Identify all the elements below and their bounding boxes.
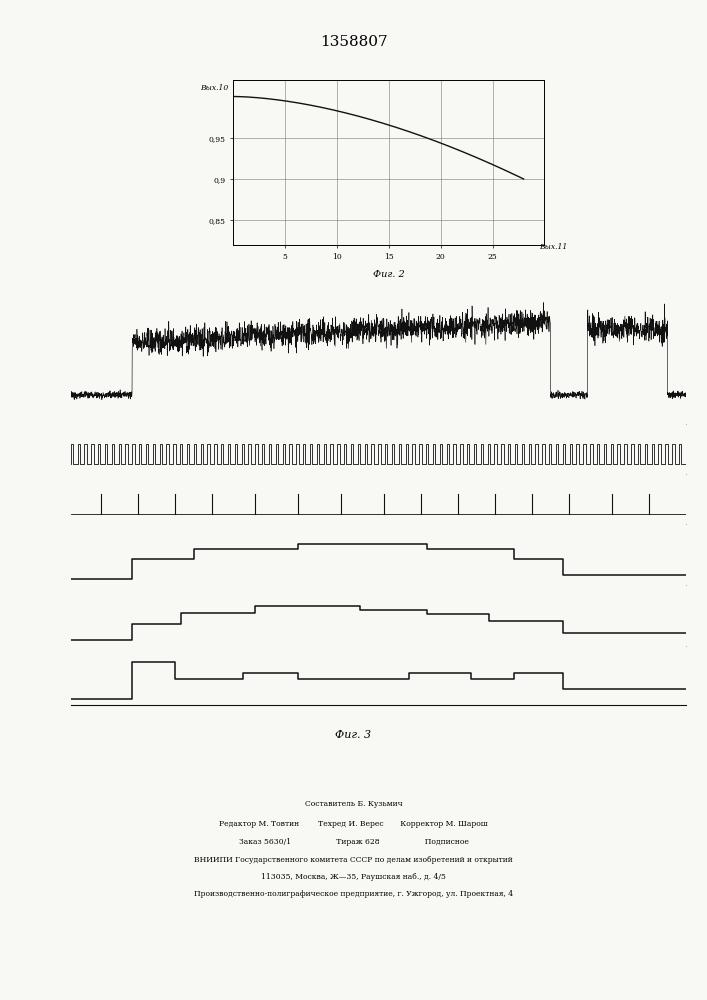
Text: Вых.10: Вых.10 (200, 84, 228, 92)
Text: Вых.11: Вых.11 (539, 243, 568, 251)
Text: Производственно-полиграфическое предприятие, г. Ужгород, ул. Проектная, 4: Производственно-полиграфическое предприя… (194, 890, 513, 898)
Text: Фиг. 3: Фиг. 3 (335, 730, 372, 740)
Text: 113035, Москва, Ж—35, Раушская наб., д. 4/5: 113035, Москва, Ж—35, Раушская наб., д. … (261, 873, 446, 881)
Text: Составитель Б. Кузьмич: Составитель Б. Кузьмич (305, 800, 402, 808)
Text: Фиг. 2: Фиг. 2 (373, 270, 404, 279)
Text: ВНИИПИ Государственного комитета СССР по делам изобретений и открытий: ВНИИПИ Государственного комитета СССР по… (194, 856, 513, 864)
Text: 1358807: 1358807 (320, 35, 387, 49)
Text: Редактор М. Товтин        Техред И. Верес       Корректор М. Шарош: Редактор М. Товтин Техред И. Верес Корре… (219, 820, 488, 828)
Text: Заказ 5630/1                   Тираж 628                   Подписное: Заказ 5630/1 Тираж 628 Подписное (238, 838, 469, 846)
